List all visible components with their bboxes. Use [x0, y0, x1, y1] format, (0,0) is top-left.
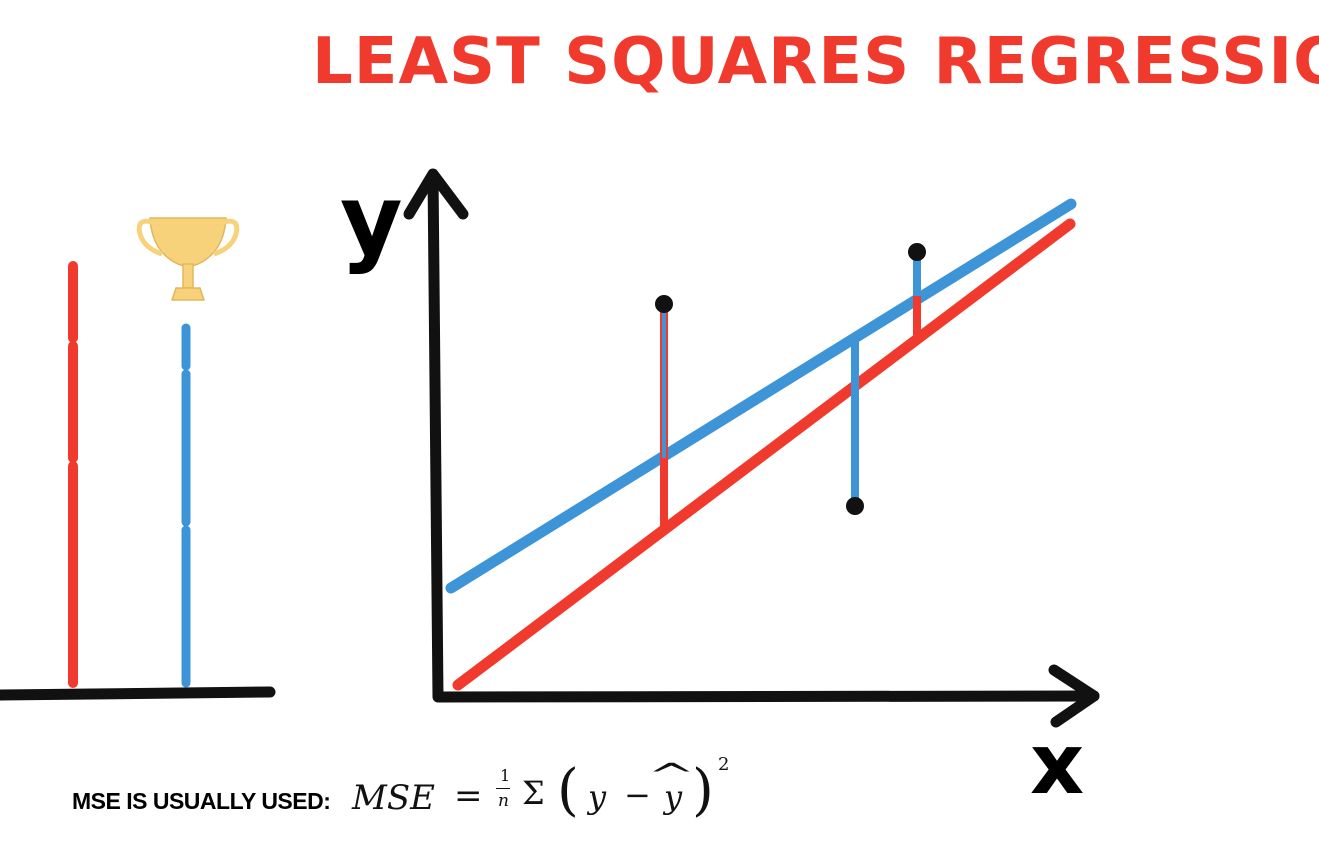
trophy-icon — [136, 217, 240, 301]
y-axis-label: y — [340, 164, 403, 276]
formula-lhs: MSE — [352, 778, 435, 818]
formula-equals: = — [454, 776, 483, 816]
formula-fraction-numerator: 1 — [500, 766, 511, 785]
x-axis-label: x — [1030, 715, 1085, 813]
formula-hat: ^ — [647, 756, 696, 794]
data-point — [908, 243, 926, 261]
mse-note: MSE IS USUALLY USED: — [72, 788, 331, 814]
formula-y: y — [588, 778, 607, 816]
formula-close-paren: ) — [692, 758, 714, 823]
blue-regression-line — [445, 198, 1077, 594]
y-axis-arrow-head — [403, 168, 469, 220]
formula-open-paren: ( — [557, 758, 579, 823]
error-bars — [0, 217, 276, 701]
formula-fraction-bar — [496, 788, 510, 789]
formula-fraction-denominator: n — [498, 791, 509, 811]
baseline — [0, 686, 276, 701]
formula-sum-symbol: Σ — [522, 774, 545, 812]
data-points — [655, 243, 926, 515]
formula-exponent: 2 — [718, 754, 730, 775]
formula-minus: − — [624, 776, 651, 814]
red-regression-line — [452, 218, 1076, 691]
data-point — [846, 497, 864, 515]
x-axis-line — [434, 690, 1100, 703]
data-point — [655, 295, 673, 313]
axes — [403, 168, 1100, 728]
page-title: LEAST SQUARES REGRESSION — [312, 25, 1319, 99]
residuals — [660, 252, 921, 526]
x-axis-arrow-head — [1048, 664, 1100, 728]
formula-y-hat: y — [664, 778, 683, 816]
y-axis-line — [427, 169, 444, 703]
